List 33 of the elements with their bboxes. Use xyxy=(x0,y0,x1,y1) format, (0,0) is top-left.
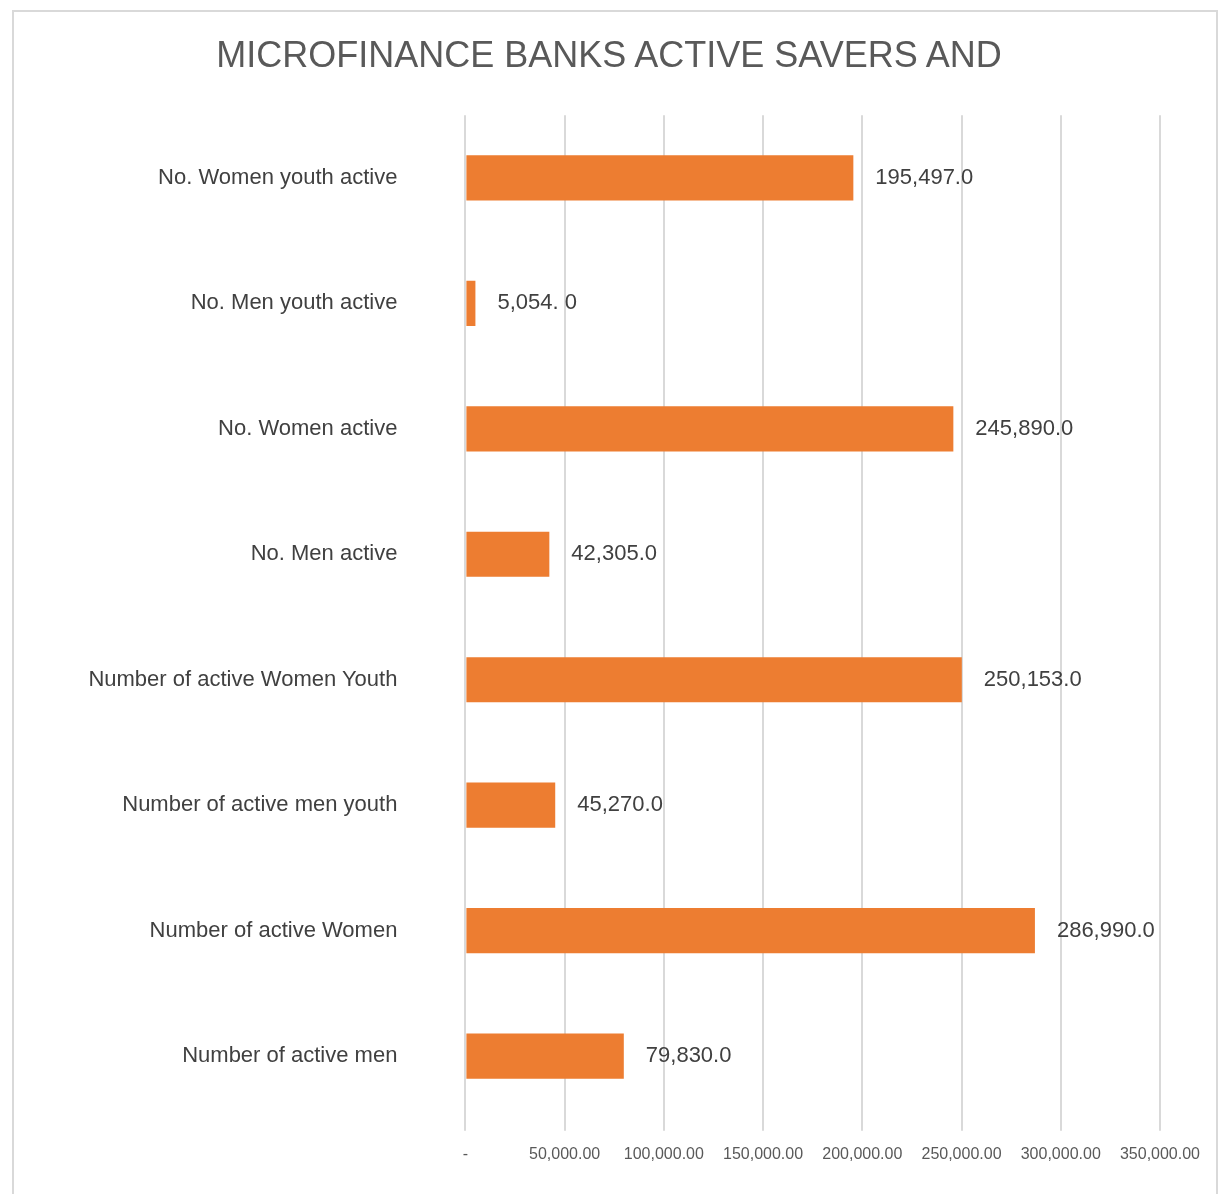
bar xyxy=(466,531,550,577)
y-tick-label: Number of active Women Youth xyxy=(88,665,398,691)
bar xyxy=(466,782,556,828)
data-label: 79,830.0 xyxy=(645,1042,732,1068)
x-tick-label: 50,000.00 xyxy=(529,1144,601,1162)
bar xyxy=(466,155,854,201)
x-tick-label: - xyxy=(462,1144,469,1162)
bar xyxy=(466,908,1035,954)
bar xyxy=(466,1033,624,1079)
x-tick-label: 350,000.00 xyxy=(1119,1144,1201,1162)
data-label: 5,054. 0 xyxy=(497,289,577,315)
y-tick-label: No. Women active xyxy=(218,414,398,440)
data-label: 195,497.0 xyxy=(875,163,974,189)
data-label: 286,990.0 xyxy=(1056,916,1155,942)
data-label: 45,270.0 xyxy=(577,791,663,817)
bar xyxy=(466,657,962,703)
y-tick-label: No. Men youth active xyxy=(190,289,398,315)
x-tick-label: 250,000.00 xyxy=(921,1144,1002,1162)
data-label: 245,890.0 xyxy=(975,414,1074,440)
y-tick-label: Number of active men youth xyxy=(122,791,398,817)
bar xyxy=(466,406,954,452)
chart-title: MICROFINANCE BANKS ACTIVE SAVERS AND xyxy=(215,34,1003,76)
data-label: 42,305.0 xyxy=(571,540,657,566)
y-tick-label: No. Men active xyxy=(250,540,398,566)
y-tick-label: Number of active men xyxy=(182,1042,398,1068)
y-tick-label: No. Women youth active xyxy=(158,163,398,189)
bar xyxy=(466,280,476,326)
data-label: 250,153.0 xyxy=(983,665,1082,691)
x-tick-label: 100,000.00 xyxy=(623,1144,704,1162)
x-tick-label: 300,000.00 xyxy=(1020,1144,1101,1162)
y-tick-label: Number of active Women xyxy=(149,916,398,942)
x-tick-label: 150,000.00 xyxy=(723,1144,804,1162)
x-tick-label: 200,000.00 xyxy=(822,1144,903,1162)
